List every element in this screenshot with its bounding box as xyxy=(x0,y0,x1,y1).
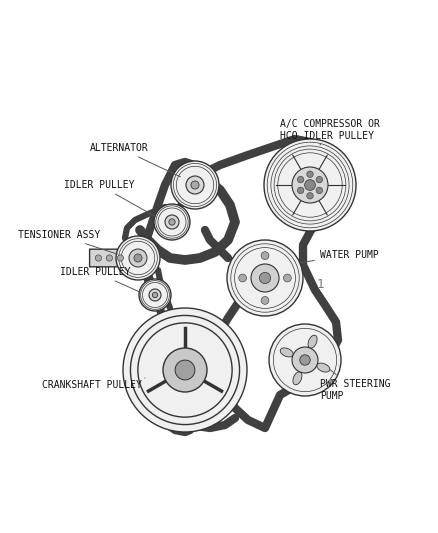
Circle shape xyxy=(139,279,171,311)
Circle shape xyxy=(165,215,179,229)
Circle shape xyxy=(292,167,328,203)
Ellipse shape xyxy=(317,363,330,372)
Circle shape xyxy=(304,180,315,190)
Circle shape xyxy=(283,274,291,282)
Circle shape xyxy=(117,255,124,261)
Circle shape xyxy=(297,187,304,193)
Circle shape xyxy=(106,255,113,261)
Text: PWR STEERING
PUMP: PWR STEERING PUMP xyxy=(320,370,391,401)
Circle shape xyxy=(269,324,341,396)
Circle shape xyxy=(227,240,303,316)
Text: A/C COMPRESSOR OR
HCO IDLER PULLEY: A/C COMPRESSOR OR HCO IDLER PULLEY xyxy=(280,119,380,145)
Circle shape xyxy=(300,355,310,365)
Circle shape xyxy=(95,255,102,261)
Circle shape xyxy=(134,254,142,262)
Circle shape xyxy=(152,292,158,298)
Circle shape xyxy=(264,139,356,231)
Text: TENSIONER ASSY: TENSIONER ASSY xyxy=(18,230,117,254)
Circle shape xyxy=(116,236,160,280)
Circle shape xyxy=(141,327,228,414)
Circle shape xyxy=(307,192,313,199)
Circle shape xyxy=(239,274,247,282)
Circle shape xyxy=(261,296,269,304)
FancyBboxPatch shape xyxy=(90,249,145,267)
Circle shape xyxy=(171,161,219,209)
Text: CRANKSHAFT PULLEY: CRANKSHAFT PULLEY xyxy=(42,378,145,390)
Circle shape xyxy=(297,176,304,183)
Text: WATER PUMP: WATER PUMP xyxy=(301,250,379,263)
Circle shape xyxy=(169,219,175,225)
Circle shape xyxy=(129,249,147,267)
Circle shape xyxy=(186,176,204,194)
Circle shape xyxy=(261,252,269,260)
Ellipse shape xyxy=(293,372,302,385)
Circle shape xyxy=(175,360,195,380)
Text: IDLER PULLEY: IDLER PULLEY xyxy=(64,180,155,216)
Ellipse shape xyxy=(308,335,317,348)
Circle shape xyxy=(259,272,271,284)
Text: ALTERNATOR: ALTERNATOR xyxy=(90,143,180,177)
Circle shape xyxy=(316,176,323,183)
Circle shape xyxy=(307,171,313,177)
Circle shape xyxy=(163,348,207,392)
Circle shape xyxy=(316,187,323,193)
Ellipse shape xyxy=(280,348,293,357)
Circle shape xyxy=(292,347,318,373)
Circle shape xyxy=(191,181,199,189)
Circle shape xyxy=(123,308,247,432)
Circle shape xyxy=(154,204,190,240)
Circle shape xyxy=(251,264,279,292)
Circle shape xyxy=(149,289,161,301)
Text: 1: 1 xyxy=(316,279,324,292)
Text: IDLER PULLEY: IDLER PULLEY xyxy=(60,267,139,292)
